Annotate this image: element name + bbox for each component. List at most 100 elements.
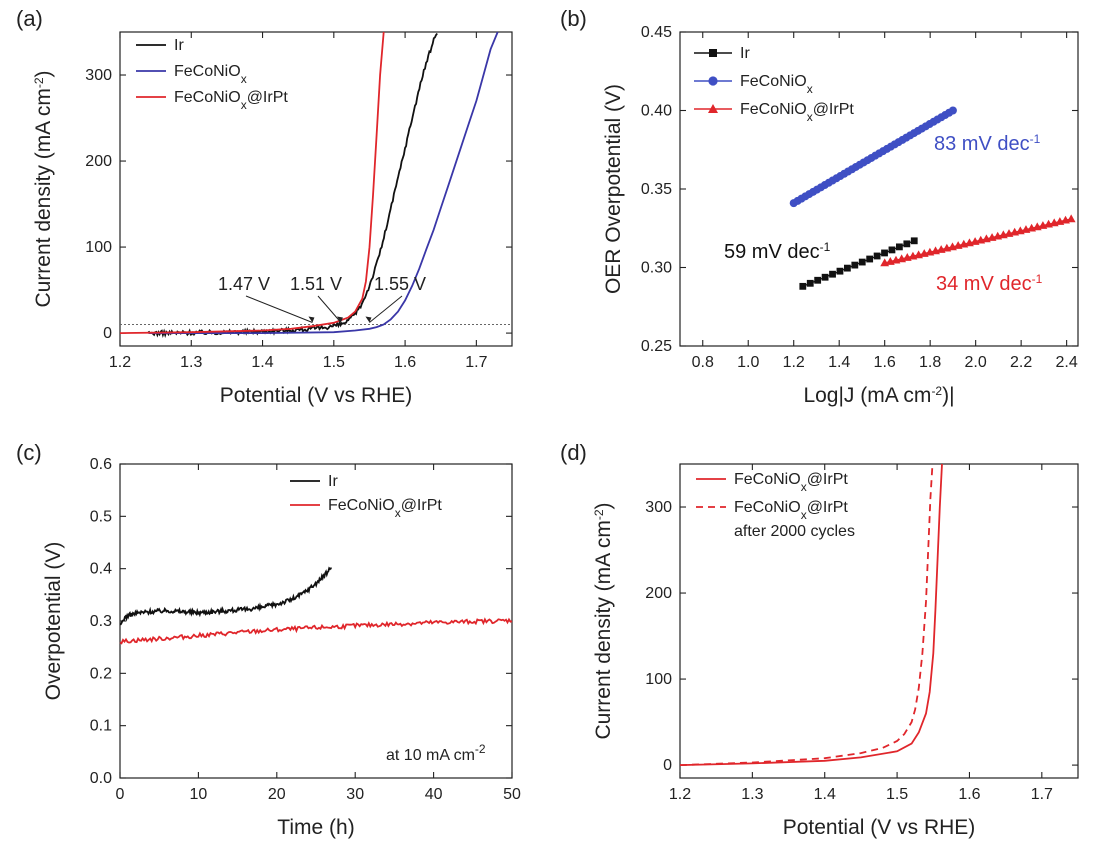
- y-axis-label: Current density (mA cm-2): [592, 502, 615, 739]
- data-point: [910, 237, 918, 245]
- panel-label: (c): [16, 440, 42, 465]
- y-tick-label: 0.35: [641, 181, 672, 198]
- legend-entry: FeCoNiOx@IrPt: [290, 497, 442, 520]
- x-tick-label: 1.4: [251, 354, 273, 371]
- plot-frame: [679, 463, 1079, 779]
- data-point: [895, 243, 903, 251]
- y-tick-label: 300: [85, 67, 112, 84]
- legend-marker: [708, 76, 718, 86]
- y-tick-label: 0.40: [641, 103, 672, 120]
- data-point: [888, 246, 896, 254]
- series-line-feconiox-irpt-after-2000-cycles: [679, 463, 934, 766]
- data-point: [814, 276, 822, 284]
- x-tick-label: 2.0: [965, 354, 987, 371]
- x-tick-label: 40: [425, 786, 443, 803]
- y-tick-label: 200: [645, 585, 672, 602]
- y-tick-label: 100: [645, 671, 672, 688]
- legend-entry: Ir: [290, 473, 338, 490]
- x-tick-label: 1.7: [465, 354, 487, 371]
- plot-frame: [119, 31, 513, 347]
- legend-label: FeCoNiOx@IrPt: [328, 497, 442, 520]
- data-point: [873, 252, 881, 260]
- series-line-feconiox-irpt: [679, 463, 943, 766]
- legend-label: Ir: [328, 473, 338, 490]
- data-point: [881, 249, 888, 257]
- x-tick-label: 1.5: [886, 786, 908, 803]
- panel-a-axes: 1.2 1.3 1.4 1.5 1.6 1.7 0 100 200 300 (a) Potential…: [16, 6, 513, 407]
- y-tick-label: 0.25: [641, 338, 672, 355]
- fit-line: [802, 240, 915, 287]
- annotation-arrowhead: [365, 316, 372, 323]
- x-tick-label: 1.4: [828, 354, 850, 371]
- y-axis-label: Current density (mA cm-2): [32, 70, 55, 307]
- legend-label: FeCoNiOx: [174, 63, 247, 86]
- legend-label: FeCoNiOx@IrPt: [734, 471, 848, 494]
- series-line-ir: [119, 566, 332, 626]
- data-point: [829, 270, 836, 278]
- data-point: [866, 255, 874, 263]
- x-tick-label: 1.2: [109, 354, 131, 371]
- x-tick-label: 0: [116, 786, 125, 803]
- legend-entry: FeCoNiOx@IrPt: [696, 471, 848, 494]
- x-tick-label: 1.7: [1031, 786, 1053, 803]
- legend-label: FeCoNiOx@IrPt: [740, 101, 854, 124]
- legend-marker: [709, 49, 717, 57]
- x-tick-label: 30: [346, 786, 364, 803]
- y-axis-label: OER Overpotential (V): [602, 84, 625, 294]
- legend-label: FeCoNiOx@IrPt: [174, 89, 288, 112]
- potential-annotation: 1.55 V: [374, 274, 426, 294]
- x-tick-label: 1.3: [741, 786, 763, 803]
- legend-entry: FeCoNiOx: [136, 63, 247, 86]
- y-tick-label: 0: [103, 325, 112, 342]
- data-point: [843, 264, 851, 272]
- legend-label: FeCoNiOx@IrPt: [734, 499, 848, 522]
- potential-annotation: 1.47 V: [218, 274, 270, 294]
- data-point: [903, 240, 911, 248]
- plot-frame: [119, 463, 513, 779]
- x-tick-label: 1.6: [874, 354, 896, 371]
- data-point: [858, 258, 866, 266]
- y-tick-label: 0: [663, 757, 672, 774]
- slope-annotation: 34 mV dec-1: [936, 272, 1043, 295]
- x-tick-label: 20: [268, 786, 286, 803]
- y-tick-label: 0.4: [90, 561, 112, 578]
- x-tick-label: 2.4: [1056, 354, 1078, 371]
- data-point: [806, 279, 814, 287]
- y-tick-label: 0.3: [90, 613, 112, 630]
- panel-label: (d): [560, 440, 587, 465]
- y-tick-label: 0.2: [90, 665, 112, 682]
- condition-annotation: at 10 mA cm-2: [386, 742, 486, 764]
- x-tick-label: 1.0: [737, 354, 759, 371]
- legend-marker: [708, 104, 718, 113]
- x-tick-label: 1.2: [669, 786, 691, 803]
- x-tick-label: 0.8: [692, 354, 714, 371]
- y-tick-label: 0.30: [641, 260, 672, 277]
- slope-annotation: 83 mV dec-1: [934, 132, 1041, 155]
- x-axis-label: Time (h): [277, 816, 354, 839]
- panel-c-axes: 0 10 20 30 40 50 0.0 0.1 0.2 0.3 0.4 0.5 0.6 (c) Time …: [16, 440, 521, 839]
- data-point: [799, 282, 807, 290]
- x-tick-label: 1.6: [394, 354, 416, 371]
- series-line-feconiox-irpt: [119, 617, 513, 645]
- x-tick-label: 1.3: [180, 354, 202, 371]
- x-axis-label: Potential (V vs RHE): [783, 816, 976, 839]
- y-tick-label: 0.6: [90, 456, 112, 473]
- panel-b-axes: 0.8 1.0 1.2 1.4 1.6 1.8 2.0 2.2 2.4 0.25 0.30 0.35 0…: [560, 6, 1079, 407]
- data-point: [851, 261, 859, 269]
- y-tick-label: 0.45: [641, 24, 672, 41]
- legend-label: Ir: [174, 37, 184, 54]
- x-tick-label: 50: [503, 786, 521, 803]
- panel-d-axes: 1.2 1.3 1.4 1.5 1.6 1.7 0 100 200 300 (d) Potential…: [560, 440, 1079, 839]
- legend-entry: Ir: [136, 37, 184, 54]
- x-tick-label: 1.6: [958, 786, 980, 803]
- legend-label: Ir: [740, 45, 750, 62]
- legend-entry: FeCoNiOx@IrPt: [694, 101, 854, 124]
- y-tick-label: 300: [645, 499, 672, 516]
- x-tick-label: 2.2: [1010, 354, 1032, 371]
- series-line-feconiox-irpt: [119, 31, 385, 334]
- annotation-arrowhead: [336, 316, 343, 323]
- annotation-arrow: [369, 295, 403, 323]
- y-tick-label: 200: [85, 153, 112, 170]
